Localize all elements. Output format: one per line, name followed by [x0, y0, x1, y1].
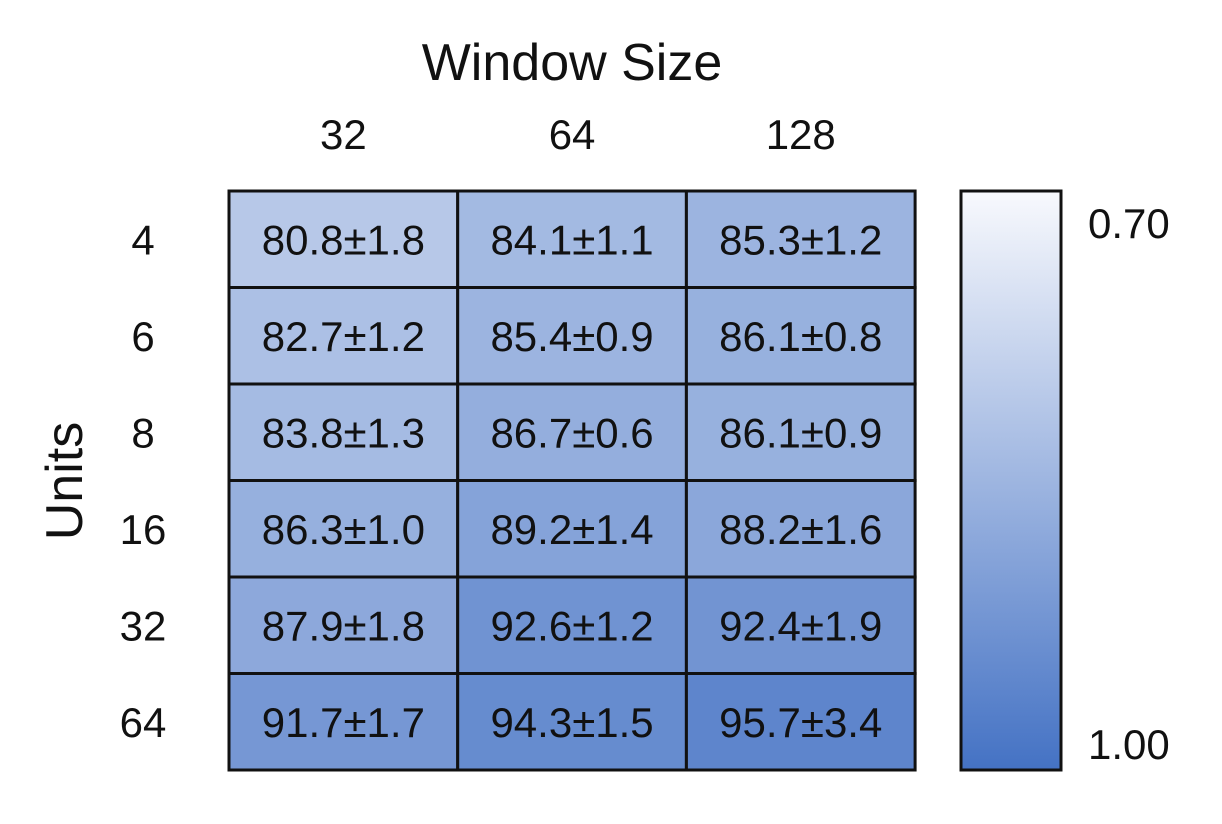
x-tick-label: 64 — [549, 111, 596, 158]
cell-value-label: 91.7±1.7 — [262, 699, 425, 746]
cell-value-label: 82.7±1.2 — [262, 313, 425, 360]
cell-value-label: 85.4±0.9 — [490, 313, 653, 360]
heatmap-cell — [684, 479, 917, 579]
heatmap-cell — [456, 382, 688, 482]
cell-value-label: 92.6±1.2 — [490, 602, 653, 649]
cell-value-label: 80.8±1.8 — [262, 216, 425, 263]
y-tick-label: 16 — [120, 506, 167, 553]
y-tick-label: 4 — [131, 216, 154, 263]
y-axis-label: Units — [36, 422, 94, 540]
cell-value-label: 94.3±1.5 — [490, 699, 653, 746]
cell-value-label: 86.3±1.0 — [262, 506, 425, 553]
cell-value-label: 84.1±1.1 — [490, 216, 653, 263]
x-tick-label: 128 — [766, 111, 836, 158]
y-tick-label: 6 — [131, 313, 154, 360]
cell-value-label: 83.8±1.3 — [262, 409, 425, 456]
cell-value-label: 86.1±0.8 — [719, 313, 882, 360]
y-tick-label: 32 — [120, 602, 167, 649]
cell-value-label: 92.4±1.9 — [719, 602, 882, 649]
heatmap-cell — [227, 479, 460, 579]
cell-value-label: 87.9±1.8 — [262, 602, 425, 649]
heatmap-cell — [456, 575, 688, 675]
cell-value-label: 89.2±1.4 — [490, 506, 653, 553]
x-tick-labels: 32 64 128 — [320, 111, 836, 158]
cell-value-label: 85.3±1.2 — [719, 216, 882, 263]
y-tick-label: 64 — [120, 699, 167, 746]
heatmap-cell — [227, 189, 460, 289]
y-tick-labels: 4 6 8 16 32 64 — [120, 216, 167, 746]
heatmap-cell — [684, 672, 917, 772]
cell-value-label: 86.1±0.9 — [719, 409, 882, 456]
chart-title: Window Size — [422, 34, 723, 92]
heatmap-cell — [684, 286, 917, 386]
cell-value-label: 88.2±1.6 — [719, 506, 882, 553]
colorbar-max-label: 1.00 — [1088, 721, 1170, 768]
y-tick-label: 8 — [131, 409, 154, 456]
heatmap-cell — [227, 672, 460, 772]
heatmap-cells: 80.8±1.8 84.1±1.1 85.3±1.2 82.7±1.2 85.4±0.9… — [227, 189, 917, 772]
heatmap-cell — [456, 189, 688, 289]
cell-value-label: 86.7±0.6 — [490, 409, 653, 456]
colorbar-min-label: 0.70 — [1088, 200, 1170, 247]
colorbar — [959, 189, 1063, 772]
x-tick-label: 32 — [320, 111, 367, 158]
cell-value-label: 95.7±3.4 — [719, 699, 882, 746]
heatmap-cell — [456, 672, 688, 772]
